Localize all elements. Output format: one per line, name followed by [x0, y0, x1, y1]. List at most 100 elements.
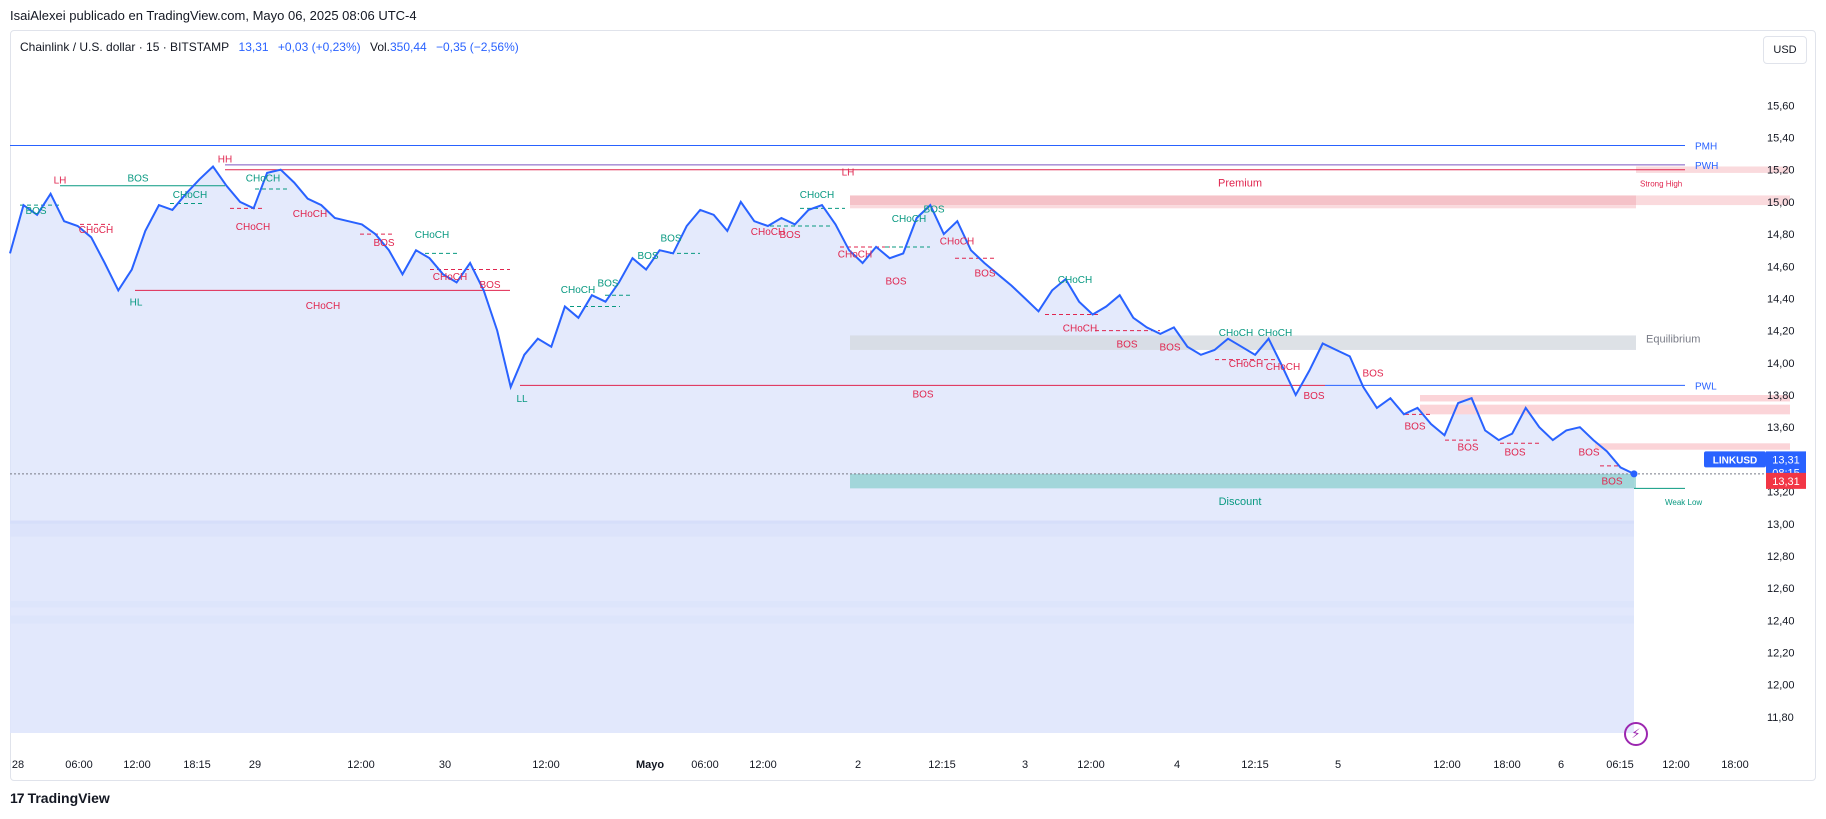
x-axis-tick-label: 30: [439, 759, 451, 771]
x-axis-tick-label: 12:15: [928, 759, 956, 771]
structure-label: CHoCH: [173, 190, 207, 201]
structure-label: BOS: [974, 269, 995, 280]
weak-low-label: Weak Low: [1665, 498, 1702, 507]
price-badge-label: 13,31: [1772, 454, 1800, 466]
structure-label: BOS: [1303, 391, 1324, 402]
structure-label: HL: [130, 298, 143, 309]
legend-vol-change: −0,35 (−2,56%): [436, 40, 519, 54]
legend-change: +0,03 (+0,23%): [277, 40, 361, 54]
last-price-dot[interactable]: [1630, 470, 1638, 478]
x-axis-tick-label: 6: [1558, 759, 1564, 771]
x-axis-tick-label: 12:00: [347, 759, 375, 771]
legend-vol-value: 350,44: [390, 40, 427, 54]
flash-icon[interactable]: ⚡: [1624, 722, 1648, 746]
pmh-label: PMH: [1695, 142, 1717, 153]
price-area-fill: [10, 166, 1634, 733]
structure-label: CHoCH: [1266, 362, 1300, 373]
y-axis-tick-label: 12,00: [1767, 680, 1795, 692]
publish-caption: IsaiAlexei publicado en TradingView.com,…: [10, 8, 417, 23]
supply-zone: [1595, 443, 1790, 450]
structure-label: CHoCH: [1058, 275, 1092, 286]
x-axis-tick-label: 06:15: [1606, 759, 1634, 771]
x-axis-tick-label: 18:15: [183, 759, 211, 771]
equilibrium-label: Equilibrium: [1646, 334, 1700, 346]
x-axis-tick-label: 12:15: [1241, 759, 1269, 771]
structure-label: BOS: [912, 389, 933, 400]
structure-label: CHoCH: [433, 272, 467, 283]
structure-label: HH: [218, 154, 232, 165]
structure-label: BOS: [1504, 447, 1525, 458]
symbol-badge: [1704, 451, 1766, 468]
supply-zone: [1420, 404, 1790, 415]
equilibrium-zone: [850, 335, 1636, 350]
y-axis-tick-label: 11,80: [1767, 712, 1794, 724]
structure-label: CHoCH: [306, 301, 340, 312]
structure-label: BOS: [1404, 422, 1425, 433]
y-axis-tick-label: 12,20: [1767, 648, 1795, 660]
supply-zone: [1420, 395, 1790, 402]
symbol-badge-label: LINKUSD: [1713, 455, 1757, 466]
structure-label: CHoCH: [940, 237, 974, 248]
structure-label: BOS: [1116, 340, 1137, 351]
structure-label: BOS: [1457, 443, 1478, 454]
last-price-badge: [1766, 472, 1806, 489]
y-axis-tick-label: 15,40: [1767, 133, 1795, 145]
y-axis-tick-label: 15,60: [1767, 100, 1795, 112]
premium-zone: [850, 195, 1636, 206]
x-axis-tick-label: 12:00: [749, 759, 777, 771]
y-axis-tick-label: 13,60: [1767, 422, 1795, 434]
structure-label: BOS: [127, 174, 148, 185]
price-line: [9, 164, 1635, 475]
structure-label: BOS: [1578, 447, 1599, 458]
structure-label: CHoCH: [1219, 328, 1253, 339]
x-axis-tick-label: 06:00: [65, 759, 93, 771]
y-axis-tick-label: 15,20: [1767, 165, 1795, 177]
x-axis-tick-label: 12:00: [1433, 759, 1461, 771]
structure-label: BOS: [597, 278, 618, 289]
y-axis-tick-label: 13,20: [1767, 487, 1795, 499]
tradingview-logo[interactable]: 17 TradingView: [10, 790, 110, 806]
structure-label: BOS: [1159, 343, 1180, 354]
structure-label: CHoCH: [838, 249, 872, 260]
tradingview-logo-icon: 17: [10, 790, 25, 806]
structure-label: CHoCH: [246, 174, 280, 185]
legend-symbol[interactable]: Chainlink / U.S. dollar · 15 · BITSTAMP: [20, 40, 230, 54]
structure-label: BOS: [660, 233, 681, 244]
last-price-badge-label: 13,31: [1772, 476, 1800, 488]
structure-label: CHoCH: [751, 227, 785, 238]
structure-label: BOS: [1362, 368, 1383, 379]
premium-zone-lower: [850, 205, 1636, 209]
x-axis-tick-label: 29: [249, 759, 261, 771]
legend-vol-label: Vol.: [369, 40, 390, 54]
y-axis-tick-label: 14,60: [1767, 261, 1795, 273]
chart-legend: Chainlink / U.S. dollar · 15 · BITSTAMP …: [20, 40, 525, 54]
structure-label: BOS: [637, 251, 658, 262]
y-axis-tick-label: 15,00: [1767, 197, 1795, 209]
structure-label: LH: [842, 167, 855, 178]
structure-label: BOS: [479, 280, 500, 291]
currency-button[interactable]: USD: [1763, 36, 1807, 64]
structure-label: BOS: [1601, 476, 1622, 487]
premium-label: Premium: [1218, 178, 1262, 190]
x-axis-tick-label: 18:00: [1493, 759, 1521, 771]
structure-label: CHoCH: [415, 230, 449, 241]
structure-label: BOS: [25, 206, 46, 217]
structure-label: CHoCH: [79, 225, 113, 236]
x-axis-tick-label: 12:00: [123, 759, 151, 771]
discount-zone: [850, 473, 1636, 489]
x-axis-tick-label: Mayo: [636, 759, 664, 771]
x-axis-tick-label: 12:00: [1077, 759, 1105, 771]
y-axis-tick-label: 14,40: [1767, 293, 1795, 305]
x-axis-tick-label: 5: [1335, 759, 1341, 771]
x-axis-tick-label: 2: [855, 759, 861, 771]
x-axis-tick-label: 12:00: [1662, 759, 1690, 771]
x-axis-tick-label: 28: [12, 759, 24, 771]
x-axis-tick-label: 18:00: [1721, 759, 1749, 771]
x-axis-tick-label: 3: [1022, 759, 1028, 771]
y-axis-tick-label: 12,60: [1767, 583, 1795, 595]
structure-label: LH: [54, 175, 67, 186]
structure-label: CHoCH: [561, 285, 595, 296]
structure-label: CHoCH: [236, 222, 270, 233]
